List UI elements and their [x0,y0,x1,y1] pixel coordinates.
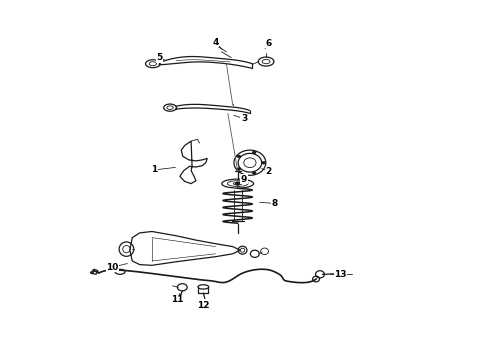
Circle shape [252,172,256,175]
Text: 12: 12 [197,302,210,310]
Text: 6: 6 [266,39,271,48]
Text: 3: 3 [241,114,247,123]
Text: 8: 8 [271,199,277,208]
Text: 2: 2 [266,167,271,176]
Circle shape [237,155,241,158]
Text: 11: 11 [171,295,184,304]
Circle shape [262,161,266,164]
Text: 10: 10 [106,263,119,272]
Text: 4: 4 [212,38,219,47]
Circle shape [252,151,256,154]
Text: 13: 13 [334,270,347,279]
Text: 9: 9 [241,175,247,184]
Circle shape [236,182,240,185]
Circle shape [237,168,241,171]
Text: 5: 5 [156,53,162,62]
Text: 1: 1 [151,166,157,175]
